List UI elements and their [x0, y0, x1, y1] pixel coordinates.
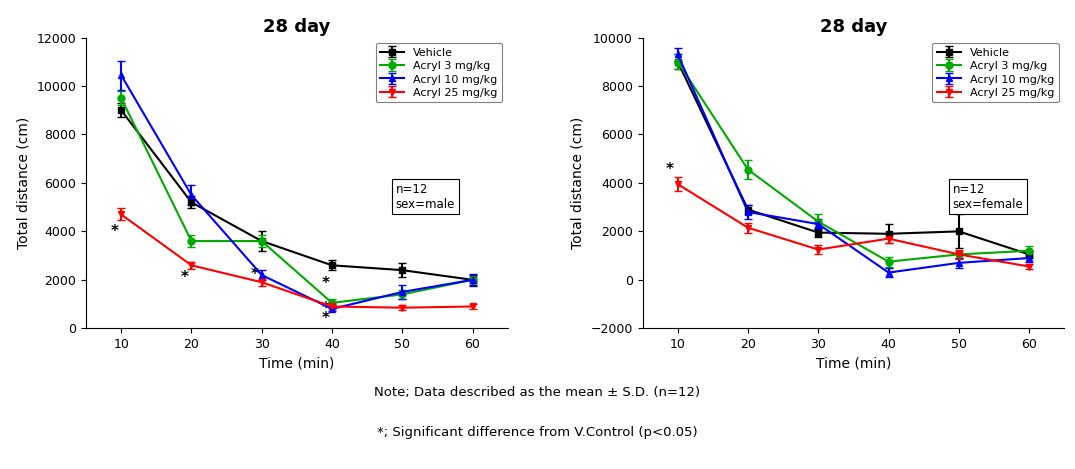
Text: *; Significant difference from V.Control (p<0.05): *; Significant difference from V.Control… — [377, 426, 698, 439]
Title: 28 day: 28 day — [820, 18, 887, 36]
Text: *: * — [252, 266, 259, 281]
Text: *: * — [111, 224, 118, 239]
Text: n=12
sex=female: n=12 sex=female — [952, 183, 1023, 211]
Y-axis label: Total distance (cm): Total distance (cm) — [571, 117, 585, 249]
Text: *: * — [181, 270, 189, 285]
X-axis label: Time (min): Time (min) — [816, 356, 891, 371]
Legend: Vehicle, Acryl 3 mg/kg, Acryl 10 mg/kg, Acryl 25 mg/kg: Vehicle, Acryl 3 mg/kg, Acryl 10 mg/kg, … — [932, 43, 1059, 102]
Title: 28 day: 28 day — [263, 18, 330, 36]
Text: n=12
sex=male: n=12 sex=male — [396, 183, 456, 211]
Text: *: * — [665, 162, 674, 177]
Text: *: * — [321, 301, 329, 316]
Text: Note; Data described as the mean ± S.D. (n=12): Note; Data described as the mean ± S.D. … — [374, 386, 701, 399]
Y-axis label: Total distance (cm): Total distance (cm) — [17, 117, 31, 249]
Legend: Vehicle, Acryl 3 mg/kg, Acryl 10 mg/kg, Acryl 25 mg/kg: Vehicle, Acryl 3 mg/kg, Acryl 10 mg/kg, … — [375, 43, 502, 102]
Text: *: * — [321, 311, 329, 326]
Text: *: * — [321, 276, 329, 291]
X-axis label: Time (min): Time (min) — [259, 356, 334, 371]
